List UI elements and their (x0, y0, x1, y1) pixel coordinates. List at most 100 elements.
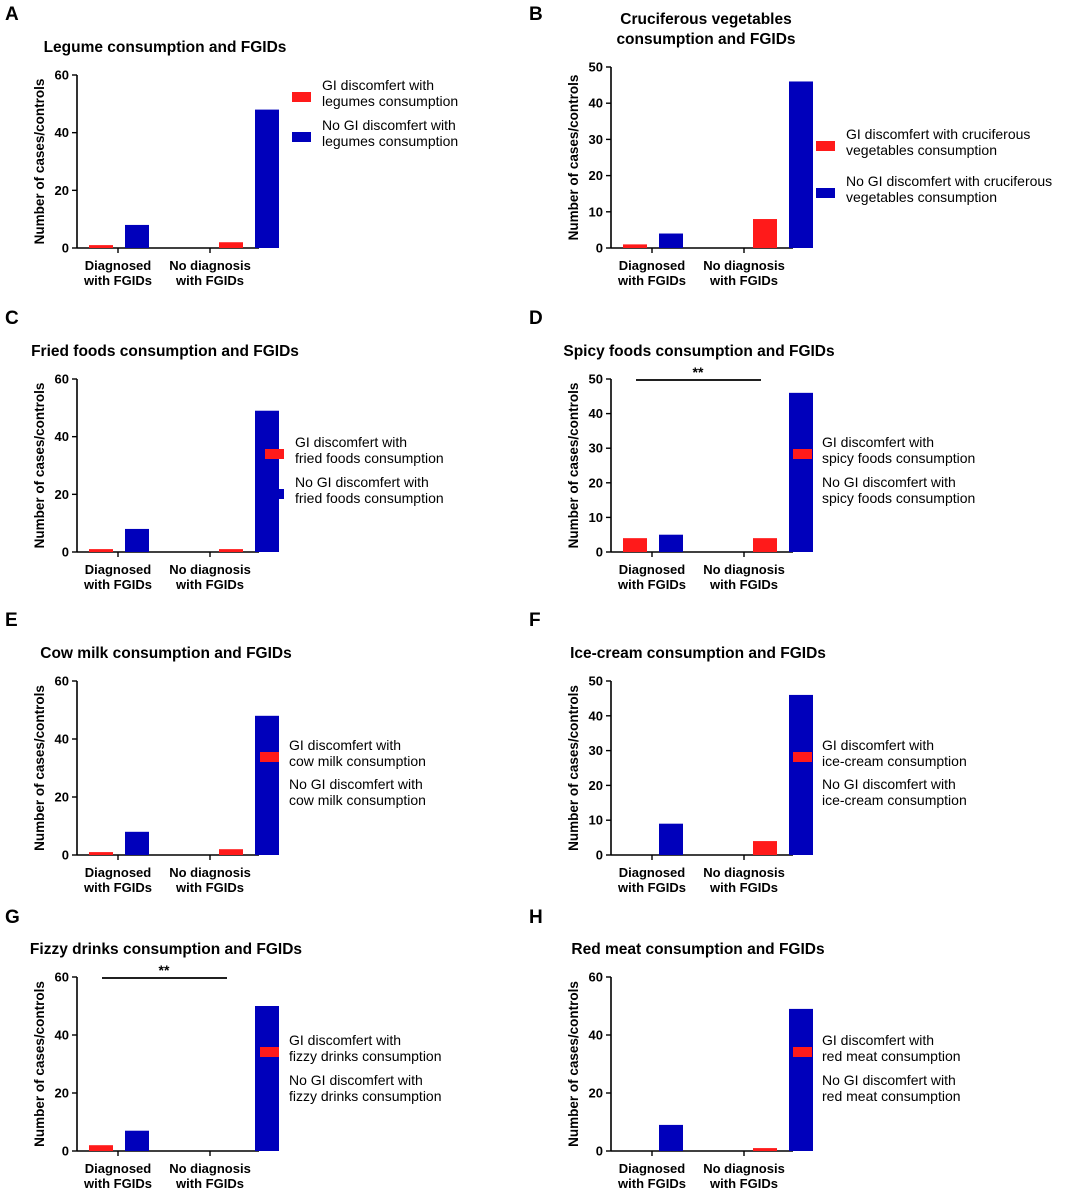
legend-swatch-no-gi-discomfort (260, 1087, 279, 1097)
legend-swatch-gi-discomfort (260, 1047, 279, 1057)
bar-gi-discomfort (753, 1148, 777, 1151)
y-axis-label: Number of cases/controls (566, 981, 581, 1147)
x-category-label: with FGIDs (617, 880, 686, 895)
x-category-label: Diagnosed (85, 562, 152, 577)
chart-title: Cruciferous vegetables (620, 11, 791, 28)
bar-gi-discomfort (89, 1145, 113, 1151)
y-tick-label: 0 (596, 848, 603, 863)
panel-label: A (5, 4, 19, 25)
legend-label: GI discomfert with (289, 737, 401, 753)
significance-label: ** (159, 962, 170, 978)
x-category-label: No diagnosis (169, 1161, 251, 1176)
y-tick-label: 60 (55, 970, 69, 985)
bar-no-gi-discomfort (659, 233, 683, 248)
legend-label: No GI discomfert with cruciferous (846, 173, 1052, 189)
bar-no-gi-discomfort (125, 224, 149, 248)
y-tick-label: 30 (589, 743, 603, 758)
y-axis-label: Number of cases/controls (32, 981, 47, 1147)
x-category-label: with FGIDs (175, 880, 244, 895)
y-tick-label: 60 (589, 970, 603, 985)
chart-panel-h: H Red meat consumption and FGIDs Number of… (529, 907, 961, 1188)
panel-label: H (529, 907, 543, 928)
legend-swatch-no-gi-discomfort (793, 489, 812, 499)
y-tick-label: 50 (589, 372, 603, 387)
legend-label: fried foods consumption (295, 450, 444, 466)
y-tick-label: 50 (589, 60, 603, 75)
y-axis-label: Number of cases/controls (32, 383, 47, 549)
y-tick-label: 0 (62, 1144, 69, 1159)
bar-no-gi-discomfort (255, 410, 279, 552)
x-category-label: with FGIDs (83, 880, 152, 895)
bar-gi-discomfort (753, 841, 777, 855)
bar-gi-discomfort (219, 849, 243, 855)
chart-title: Fried foods consumption and FGIDs (31, 343, 299, 360)
legend-swatch-no-gi-discomfort (265, 489, 284, 499)
x-category-label: with FGIDs (617, 1176, 686, 1188)
y-axis-label: Number of cases/controls (566, 383, 581, 549)
y-tick-label: 50 (589, 674, 603, 689)
legend-label: ice-cream consumption (822, 753, 967, 769)
x-category-label: No diagnosis (703, 865, 785, 880)
legend-label: GI discomfert with (289, 1032, 401, 1048)
y-axis-label: Number of cases/controls (32, 79, 47, 245)
y-tick-label: 20 (55, 487, 69, 502)
x-category-label: with FGIDs (83, 273, 152, 288)
bar-gi-discomfort (89, 852, 113, 855)
y-tick-label: 60 (55, 68, 69, 83)
bar-no-gi-discomfort (789, 1008, 813, 1151)
x-category-label: Diagnosed (85, 865, 152, 880)
y-tick-label: 20 (55, 790, 69, 805)
x-category-label: Diagnosed (619, 1161, 686, 1176)
legend-label: cow milk consumption (289, 753, 426, 769)
bar-gi-discomfort (89, 549, 113, 552)
panel-label: B (529, 4, 543, 25)
bar-gi-discomfort (219, 242, 243, 248)
legend-label: No GI discomfert with (295, 474, 429, 490)
x-category-label: with FGIDs (175, 1176, 244, 1188)
x-category-label: Diagnosed (619, 865, 686, 880)
y-tick-label: 10 (589, 204, 603, 219)
y-tick-label: 40 (589, 708, 603, 723)
legend-label: legumes consumption (322, 133, 458, 149)
legend-swatch-gi-discomfort (793, 449, 812, 459)
y-tick-label: 20 (55, 183, 69, 198)
x-category-label: Diagnosed (85, 1161, 152, 1176)
y-tick-label: 30 (589, 132, 603, 147)
legend-swatch-no-gi-discomfort (793, 791, 812, 801)
legend-label: No GI discomfert with (322, 117, 456, 133)
chart-panel-d: D Spicy foods consumption and FGIDs Number… (529, 308, 975, 592)
panel-label: F (529, 610, 541, 631)
x-category-label: No diagnosis (703, 258, 785, 273)
bar-no-gi-discomfort (789, 694, 813, 855)
y-tick-label: 0 (62, 848, 69, 863)
y-tick-label: 0 (62, 545, 69, 560)
x-category-label: with FGIDs (175, 577, 244, 592)
y-tick-label: 20 (589, 475, 603, 490)
x-category-label: with FGIDs (709, 273, 778, 288)
bar-no-gi-discomfort (659, 823, 683, 855)
legend-swatch-no-gi-discomfort (793, 1087, 812, 1097)
chart-title: Spicy foods consumption and FGIDs (563, 343, 834, 360)
y-tick-label: 60 (55, 372, 69, 387)
chart-panel-g: G Fizzy drinks consumption and FGIDs Numbe… (5, 907, 442, 1188)
legend-label: GI discomfert with (322, 77, 434, 93)
bar-gi-discomfort (219, 549, 243, 552)
legend-swatch-gi-discomfort (793, 752, 812, 762)
panel-label: C (5, 308, 19, 329)
legend-label: vegetables consumption (846, 142, 997, 158)
panel-label: G (5, 907, 20, 928)
legend-label: GI discomfert with cruciferous (846, 126, 1030, 142)
legend-label: legumes consumption (322, 93, 458, 109)
chart-panel-e: E Cow milk consumption and FGIDs Number of… (5, 610, 426, 895)
x-category-label: Diagnosed (619, 562, 686, 577)
y-tick-label: 20 (55, 1086, 69, 1101)
legend-label: No GI discomfert with (822, 474, 956, 490)
bar-gi-discomfort (89, 245, 113, 248)
legend-label: GI discomfert with (822, 737, 934, 753)
legend-swatch-no-gi-discomfort (816, 188, 835, 198)
x-category-label: with FGIDs (617, 273, 686, 288)
chart-panel-b: B Cruciferous vegetables consumption and F… (529, 4, 1052, 288)
legend-label: spicy foods consumption (822, 450, 975, 466)
legend-label: fizzy drinks consumption (289, 1048, 442, 1064)
bar-no-gi-discomfort (659, 1124, 683, 1151)
